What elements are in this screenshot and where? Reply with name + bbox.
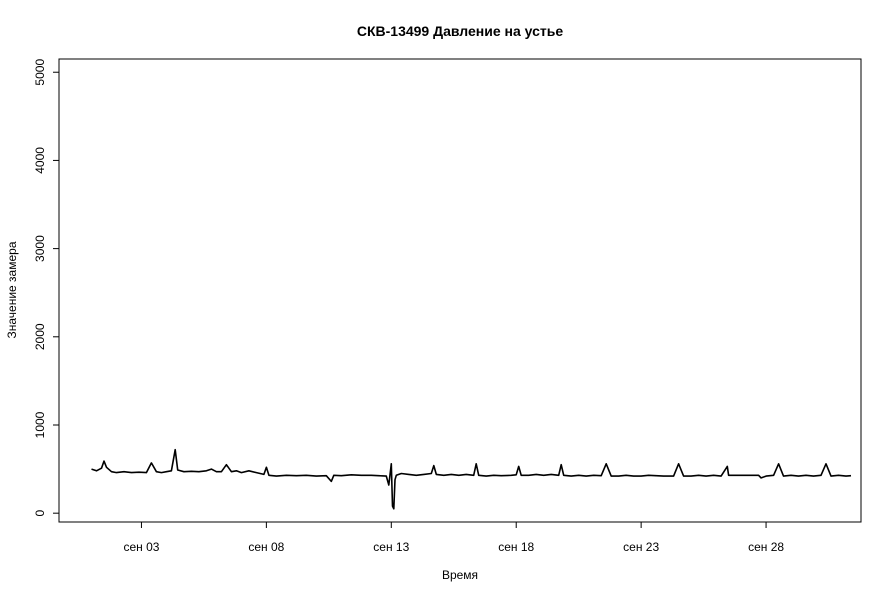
x-axis: сен 03 сен 08 сен 13 сен 18 сен 23 сен 28 (123, 522, 784, 554)
plot-frame (58, 58, 862, 523)
y-tick-label-2: 2000 (33, 323, 47, 350)
series-line-0 (91, 448, 852, 510)
chart-title: СКВ-13499 Давление на устье (357, 23, 563, 39)
y-tick-label-1: 1000 (33, 411, 47, 438)
x-tick-label-5: сен 28 (748, 540, 784, 554)
y-axis-label: Значение замера (5, 241, 19, 338)
x-tick-label-0: сен 03 (123, 540, 159, 554)
x-tick-label-3: сен 18 (498, 540, 534, 554)
y-tick-label-0: 0 (33, 510, 47, 517)
y-tick-label-3: 3000 (33, 235, 47, 262)
y-tick-label-5: 5000 (33, 59, 47, 86)
x-tick-label-2: сен 13 (373, 540, 409, 554)
x-tick-label-4: сен 23 (623, 540, 659, 554)
series-layer (91, 448, 852, 510)
x-axis-label: Время (442, 568, 478, 582)
y-tick-label-4: 4000 (33, 147, 47, 174)
y-axis: 0 1000 2000 3000 4000 5000 (33, 59, 59, 517)
x-tick-label-1: сен 08 (248, 540, 284, 554)
